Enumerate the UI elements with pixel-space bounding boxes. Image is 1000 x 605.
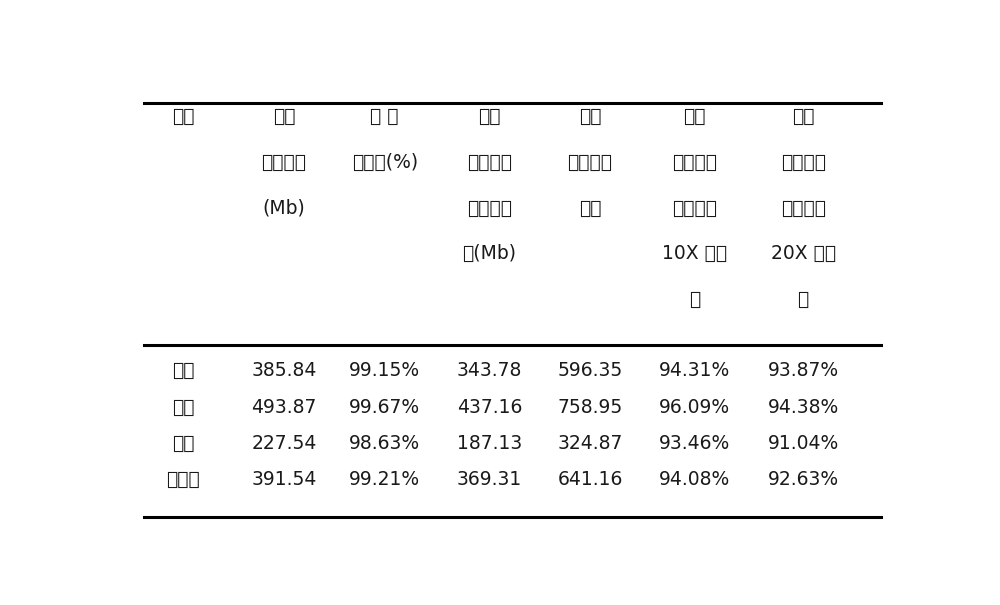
Text: 最大: 最大 <box>172 397 194 417</box>
Text: 96.09%: 96.09% <box>659 397 730 417</box>
Text: 641.16: 641.16 <box>557 470 623 489</box>
Text: 98.63%: 98.63% <box>349 434 420 453</box>
Text: 区域有效: 区域有效 <box>467 153 512 172</box>
Text: 深度大于: 深度大于 <box>672 198 717 218</box>
Text: 20X 的比: 20X 的比 <box>771 244 836 263</box>
Text: 深度大于: 深度大于 <box>781 198 826 218</box>
Text: 区域测序: 区域测序 <box>568 153 612 172</box>
Text: 目标: 目标 <box>792 107 814 126</box>
Text: 10X 的比: 10X 的比 <box>662 244 727 263</box>
Text: 例: 例 <box>798 290 809 309</box>
Text: 99.21%: 99.21% <box>349 470 420 489</box>
Text: 量(Mb): 量(Mb) <box>462 244 516 263</box>
Text: 平均: 平均 <box>172 361 194 381</box>
Text: 深度: 深度 <box>579 198 601 218</box>
Text: 干净: 干净 <box>273 107 295 126</box>
Text: 596.35: 596.35 <box>557 361 623 381</box>
Text: 测序数据: 测序数据 <box>467 198 512 218</box>
Text: 227.54: 227.54 <box>251 434 317 453</box>
Text: 区域测序: 区域测序 <box>672 153 717 172</box>
Text: 369.31: 369.31 <box>457 470 522 489</box>
Text: 目标: 目标 <box>478 107 501 126</box>
Text: 百分比(%): 百分比(%) <box>352 153 418 172</box>
Text: 94.38%: 94.38% <box>768 397 839 417</box>
Text: 93.87%: 93.87% <box>768 361 839 381</box>
Text: 99.67%: 99.67% <box>349 397 420 417</box>
Text: 区域测序: 区域测序 <box>781 153 826 172</box>
Text: 类别: 类别 <box>172 107 194 126</box>
Text: 391.54: 391.54 <box>251 470 317 489</box>
Text: 94.08%: 94.08% <box>659 470 730 489</box>
Text: 目标: 目标 <box>579 107 601 126</box>
Text: 91.04%: 91.04% <box>768 434 839 453</box>
Text: 93.46%: 93.46% <box>659 434 730 453</box>
Text: 758.95: 758.95 <box>557 397 623 417</box>
Text: 493.87: 493.87 <box>251 397 317 417</box>
Text: 测序数据: 测序数据 <box>261 153 306 172</box>
Text: 187.13: 187.13 <box>457 434 522 453</box>
Text: 最小: 最小 <box>172 434 194 453</box>
Text: 324.87: 324.87 <box>557 434 623 453</box>
Text: 437.16: 437.16 <box>457 397 522 417</box>
Text: 92.63%: 92.63% <box>768 470 839 489</box>
Text: 中位数: 中位数 <box>166 470 200 489</box>
Text: 例: 例 <box>689 290 700 309</box>
Text: 385.84: 385.84 <box>251 361 317 381</box>
Text: 比 对: 比 对 <box>370 107 399 126</box>
Text: 目标: 目标 <box>683 107 706 126</box>
Text: 99.15%: 99.15% <box>349 361 420 381</box>
Text: 94.31%: 94.31% <box>659 361 730 381</box>
Text: (Mb): (Mb) <box>262 198 305 218</box>
Text: 343.78: 343.78 <box>457 361 522 381</box>
